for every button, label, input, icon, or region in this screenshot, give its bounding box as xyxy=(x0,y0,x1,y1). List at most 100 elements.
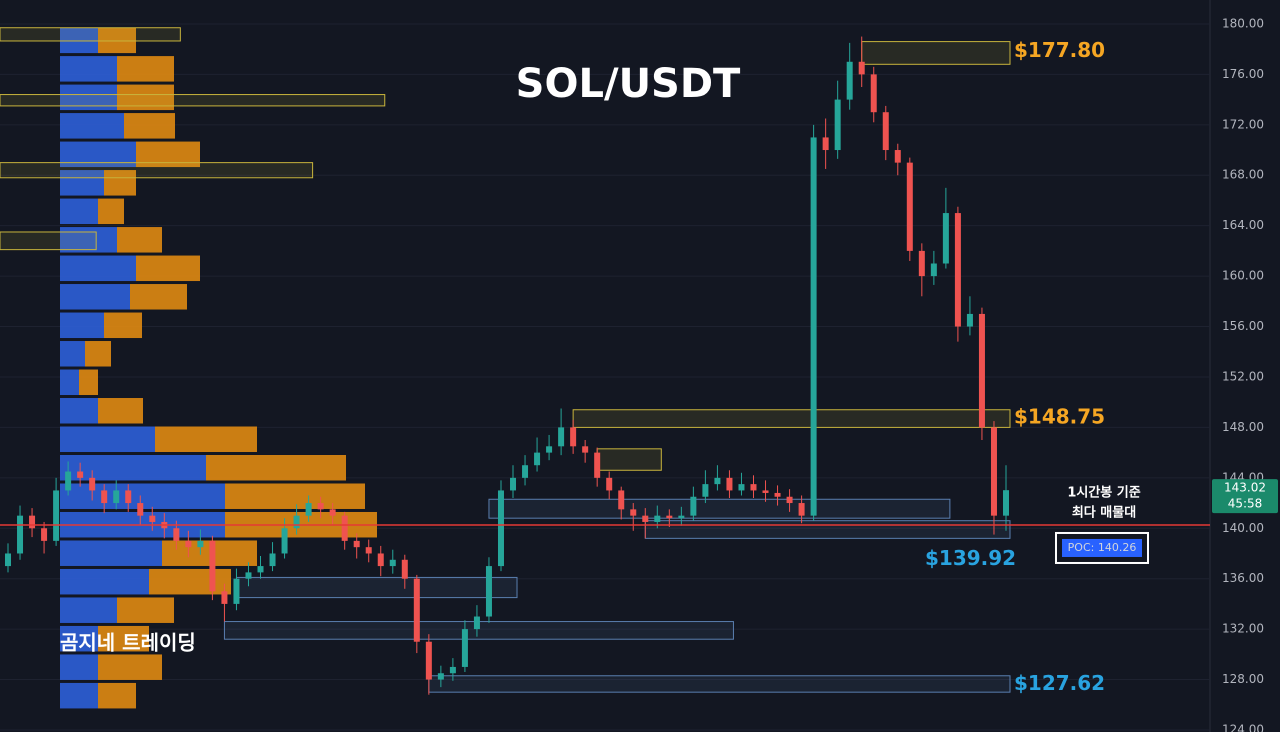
candle-body xyxy=(173,528,180,541)
candle-body xyxy=(293,515,300,529)
y-tick-label: 156.00 xyxy=(1222,319,1264,333)
candle-body xyxy=(113,490,120,504)
candle-body xyxy=(17,515,24,554)
y-tick-label: 168.00 xyxy=(1222,168,1264,182)
candle-body xyxy=(894,150,901,163)
profile-buy xyxy=(60,625,98,652)
profile-sell xyxy=(98,27,136,54)
candle-body xyxy=(522,465,529,478)
profile-buy xyxy=(60,198,98,225)
profile-buy xyxy=(60,227,117,253)
candle-body xyxy=(449,666,456,674)
candle-body xyxy=(570,427,577,447)
zone xyxy=(596,448,662,471)
profile-buy xyxy=(60,113,124,139)
candle-body xyxy=(930,263,937,277)
profile-buy xyxy=(60,284,130,310)
zone xyxy=(488,498,951,519)
profile-buy xyxy=(60,27,98,54)
price-label: $139.92 xyxy=(925,546,1016,570)
profile-buy xyxy=(60,341,85,367)
candle-body xyxy=(125,490,132,504)
profile-sell xyxy=(85,341,111,367)
profile-sell xyxy=(117,56,174,82)
y-tick-label: 152.00 xyxy=(1222,369,1264,383)
candle-body xyxy=(942,213,949,264)
candle-body xyxy=(269,553,276,567)
profile-buy xyxy=(60,454,206,481)
candle-body xyxy=(702,484,709,497)
profile-sell xyxy=(149,568,231,595)
candle-body xyxy=(762,490,769,493)
profile-sell xyxy=(155,426,257,452)
y-tick-label: 140.00 xyxy=(1222,521,1264,535)
zone xyxy=(572,409,1011,428)
candle-body xyxy=(341,515,348,541)
price-label: $148.75 xyxy=(1014,404,1105,428)
profile-sell xyxy=(98,198,124,225)
candle-body xyxy=(317,503,324,510)
candle-body xyxy=(281,528,288,554)
profile-buy xyxy=(60,398,98,424)
candle-body xyxy=(41,528,48,541)
candle-body xyxy=(738,484,745,491)
candle-body xyxy=(197,540,204,548)
profile-sell xyxy=(98,682,136,709)
zone xyxy=(0,94,386,107)
candle-body xyxy=(954,213,961,327)
candle-body xyxy=(810,137,817,516)
y-tick-label: 176.00 xyxy=(1222,67,1264,81)
candle-body xyxy=(594,452,601,478)
profile-sell xyxy=(98,654,162,680)
candle-body xyxy=(786,496,793,504)
zone xyxy=(861,41,1011,65)
candle-body xyxy=(618,490,625,510)
candle-body xyxy=(149,515,156,522)
candle-body xyxy=(534,452,541,466)
profile-sell xyxy=(117,597,174,623)
countdown: 45:58 xyxy=(1228,497,1263,511)
y-tick-label: 128.00 xyxy=(1222,672,1264,686)
zone xyxy=(428,675,1011,693)
candle-body xyxy=(630,509,637,516)
zone xyxy=(235,576,518,599)
candle-body xyxy=(413,578,420,642)
candle-body xyxy=(882,112,889,151)
candle-body xyxy=(437,673,444,680)
profile-buy xyxy=(60,682,98,709)
y-tick-label: 164.00 xyxy=(1222,218,1264,232)
candle-body xyxy=(750,484,757,491)
candle-body xyxy=(305,503,312,516)
candle-body xyxy=(245,572,252,579)
profile-sell xyxy=(117,227,162,253)
candle-body xyxy=(978,313,985,428)
candle-body xyxy=(233,578,240,604)
candle-body xyxy=(510,477,517,491)
candle-body xyxy=(485,566,492,617)
profile-buy xyxy=(60,56,117,82)
candle-body xyxy=(77,471,84,478)
profile-sell xyxy=(98,625,149,652)
candle-body xyxy=(846,61,853,100)
candle-body xyxy=(558,427,565,447)
price-label: $127.62 xyxy=(1014,671,1105,695)
candle-body xyxy=(101,490,108,504)
y-tick-label: 180.00 xyxy=(1222,16,1264,30)
candle-body xyxy=(461,629,468,667)
candle-body xyxy=(53,490,60,541)
candle-body xyxy=(401,559,408,579)
profile-sell xyxy=(130,284,187,310)
candle-body xyxy=(858,61,865,75)
candle-body xyxy=(329,509,336,516)
profile-buy xyxy=(60,255,136,282)
candle-body xyxy=(726,477,733,491)
candle-body xyxy=(822,137,829,151)
last-price: 143.02 xyxy=(1224,481,1266,495)
candle-body xyxy=(89,477,96,491)
watermark: 곰지네 트레이딩 xyxy=(60,631,196,655)
y-tick-label: 160.00 xyxy=(1222,269,1264,283)
